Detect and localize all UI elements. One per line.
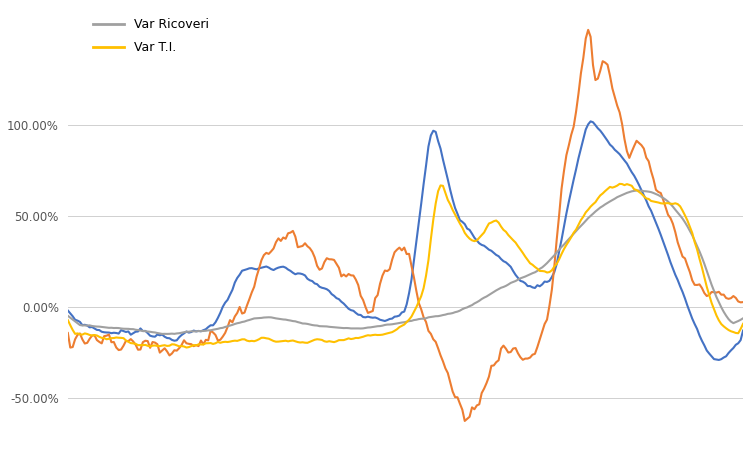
Legend: Var Ricoveri, Var T.I.: Var Ricoveri, Var T.I. [88, 13, 214, 59]
